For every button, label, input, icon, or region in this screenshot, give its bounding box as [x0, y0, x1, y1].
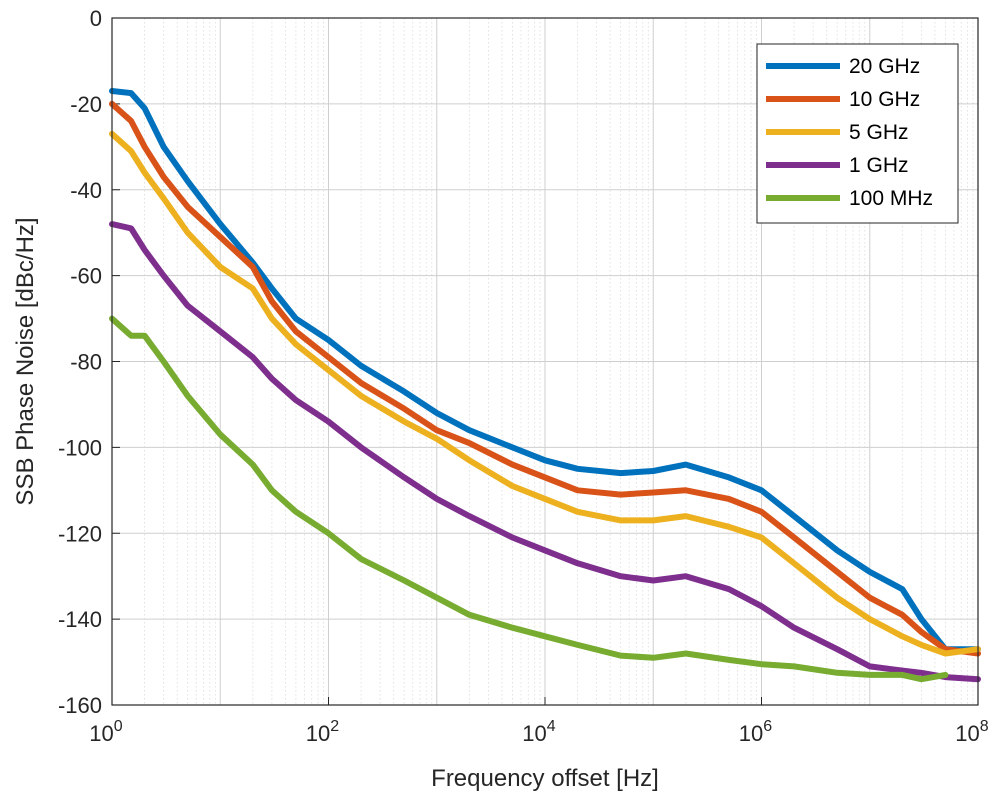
x-tick-label: 102	[306, 718, 339, 746]
x-tick-label: 106	[739, 718, 772, 746]
series-line-10-ghz	[109, 100, 981, 657]
y-tick-label: -120	[58, 521, 102, 546]
y-tick-label: 0	[90, 6, 102, 31]
series-line-20-ghz	[109, 88, 981, 653]
y-tick-label: -160	[58, 693, 102, 718]
legend-label-100-mhz: 100 MHz	[849, 187, 933, 210]
plot-border	[111, 17, 979, 706]
legend: 20 GHz 10 GHz 5 GHz 1 GHz 100 MHz	[756, 43, 959, 224]
y-tick-label: -100	[58, 435, 102, 460]
series-line-100-mhz	[109, 315, 949, 683]
y-tick-label: -40	[70, 178, 102, 203]
y-tick-labels: 0 -20 -40 -60 -80 -100 -120 -140 -160	[58, 6, 102, 718]
y-axis-title: SSB Phase Noise [dBc/Hz]	[12, 217, 39, 505]
x-tick-label: 100	[89, 718, 122, 746]
y-tick-label: -20	[70, 92, 102, 117]
y-tick-label: -60	[70, 264, 102, 289]
x-axis-title: Frequency offset [Hz]	[431, 765, 659, 792]
series-line-1-ghz	[109, 221, 981, 683]
series-line-5-ghz	[109, 130, 981, 657]
legend-label-10-ghz: 10 GHz	[849, 88, 920, 111]
y-tick-label: -80	[70, 350, 102, 375]
legend-label-5-ghz: 5 GHz	[849, 121, 909, 144]
legend-label-1-ghz: 1 GHz	[849, 154, 909, 177]
series-layer	[109, 88, 981, 683]
x-tick-labels: 100 102 104 106 108	[89, 718, 988, 746]
x-tick-label: 104	[522, 718, 555, 746]
y-tick-label: -140	[58, 607, 102, 632]
legend-label-20-ghz: 20 GHz	[849, 55, 920, 78]
x-tick-label: 108	[955, 718, 988, 746]
